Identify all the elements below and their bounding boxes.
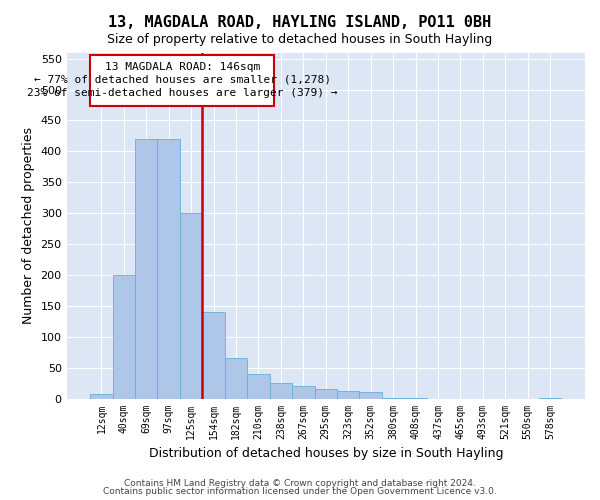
Bar [90, 394, 113, 398]
Bar [113, 275, 135, 398]
Bar [247, 374, 269, 398]
Text: 13, MAGDALA ROAD, HAYLING ISLAND, PO11 0BH: 13, MAGDALA ROAD, HAYLING ISLAND, PO11 0… [109, 15, 491, 30]
Text: 13 MAGDALA ROAD: 146sqm: 13 MAGDALA ROAD: 146sqm [104, 62, 260, 72]
Text: 23% of semi-detached houses are larger (379) →: 23% of semi-detached houses are larger (… [27, 88, 337, 98]
Bar [180, 213, 202, 398]
Y-axis label: Number of detached properties: Number of detached properties [22, 127, 35, 324]
Bar [269, 383, 292, 398]
Bar [135, 139, 157, 398]
Text: ← 77% of detached houses are smaller (1,278): ← 77% of detached houses are smaller (1,… [34, 74, 331, 85]
Bar [202, 312, 225, 398]
Bar [225, 358, 247, 399]
Bar [359, 392, 382, 398]
Bar [292, 386, 314, 398]
X-axis label: Distribution of detached houses by size in South Hayling: Distribution of detached houses by size … [149, 447, 503, 460]
Bar [314, 390, 337, 398]
Text: Contains public sector information licensed under the Open Government Licence v3: Contains public sector information licen… [103, 487, 497, 496]
Bar [337, 391, 359, 398]
Text: Contains HM Land Registry data © Crown copyright and database right 2024.: Contains HM Land Registry data © Crown c… [124, 478, 476, 488]
Bar [157, 139, 180, 398]
Text: Size of property relative to detached houses in South Hayling: Size of property relative to detached ho… [107, 32, 493, 46]
FancyBboxPatch shape [90, 55, 274, 106]
